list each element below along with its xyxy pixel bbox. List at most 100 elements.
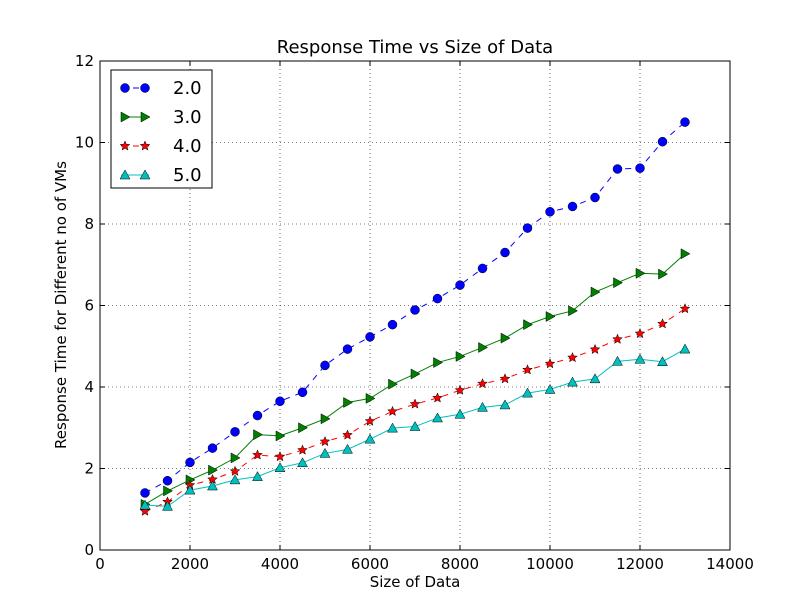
data-point (634, 327, 646, 339)
data-point (409, 421, 421, 431)
data-point (319, 435, 331, 447)
data-point (185, 457, 195, 468)
series-layer (139, 117, 691, 516)
data-point (275, 430, 286, 442)
legend-marker (119, 169, 131, 180)
data-point (567, 351, 578, 363)
data-point (545, 207, 555, 217)
data-point (208, 464, 219, 476)
legend-label: 3.0 (173, 107, 202, 128)
series-2.0 (140, 117, 690, 498)
data-point (184, 484, 196, 495)
data-point (500, 332, 511, 344)
data-point (298, 422, 309, 434)
data-point (252, 410, 263, 421)
data-point (433, 357, 444, 368)
x-tick-label: 10000 (526, 555, 574, 573)
data-point (410, 368, 421, 380)
data-point (342, 443, 353, 454)
chart-title: Response Time vs Size of Data (277, 37, 553, 58)
data-point (343, 397, 354, 408)
data-point (297, 444, 308, 455)
x-tick-label: 4000 (261, 555, 299, 573)
data-point (679, 303, 691, 314)
data-point (634, 353, 646, 364)
data-point (568, 305, 579, 317)
data-point (477, 401, 488, 412)
legend-marker (120, 111, 131, 123)
data-point (139, 505, 151, 516)
x-tick-label: 8000 (441, 555, 479, 573)
data-point (680, 248, 691, 260)
x-axis-label: Size of Data (370, 573, 461, 591)
data-point (342, 344, 353, 354)
data-point (680, 117, 690, 127)
x-tick-label: 12000 (616, 555, 664, 573)
data-point (478, 342, 489, 353)
data-point (590, 192, 600, 203)
y-tick-label: 0 (84, 541, 94, 559)
data-point (477, 263, 488, 274)
data-point (207, 443, 218, 453)
data-point (432, 412, 443, 423)
data-point (229, 474, 241, 485)
data-point (499, 373, 511, 384)
data-point (252, 471, 263, 481)
legend-marker (140, 111, 151, 123)
data-point (320, 413, 331, 425)
data-point (139, 499, 151, 510)
data-point (387, 422, 398, 433)
y-tick-label: 10 (75, 134, 94, 152)
y-tick-label: 4 (84, 378, 94, 396)
series-5.0 (139, 343, 691, 511)
data-point (274, 462, 286, 472)
y-tick-label: 12 (75, 52, 94, 70)
data-point (432, 293, 443, 304)
data-point (274, 451, 286, 462)
legend-marker (139, 140, 151, 151)
legend-marker (119, 140, 131, 151)
y-axis-label: Response Time for Different no of VMs (52, 161, 70, 449)
data-point (365, 392, 376, 404)
data-point (545, 311, 556, 322)
data-point (544, 358, 556, 369)
series-3.0 (140, 248, 691, 510)
data-point (590, 286, 601, 298)
data-point (477, 378, 488, 389)
data-point (657, 318, 668, 329)
data-point (162, 475, 173, 486)
data-point (589, 373, 601, 384)
data-point (230, 427, 240, 437)
data-point (567, 376, 578, 387)
data-point (364, 433, 376, 444)
y-tick-label: 2 (84, 460, 94, 478)
data-point (658, 268, 669, 280)
grid (100, 61, 730, 550)
y-tick-label: 8 (84, 215, 94, 233)
x-tick-label: 6000 (351, 555, 389, 573)
data-point (275, 396, 285, 407)
data-point (163, 485, 174, 497)
data-point (365, 332, 375, 342)
data-point (522, 387, 533, 398)
data-point (432, 392, 443, 403)
data-point (500, 247, 510, 258)
data-point (454, 408, 466, 419)
ticks: 0 2000 4000 6000 8000 10000 12000 14000 0 2 4 6 8 10 1… (75, 52, 754, 573)
data-point (388, 378, 399, 390)
data-point (455, 280, 465, 290)
legend-marker (120, 83, 130, 93)
data-point (499, 399, 511, 410)
data-point (679, 343, 691, 354)
legend: 2.0 3.0 4.0 5.0 (110, 69, 213, 189)
data-point (657, 136, 668, 147)
data-point (230, 452, 241, 464)
legend-label: 5.0 (173, 165, 202, 186)
data-point (567, 201, 578, 212)
data-point (523, 319, 534, 331)
data-point (140, 488, 150, 498)
data-point (657, 356, 668, 366)
x-tick-label: 2000 (171, 555, 209, 573)
x-tick-label: 0 (95, 555, 105, 573)
